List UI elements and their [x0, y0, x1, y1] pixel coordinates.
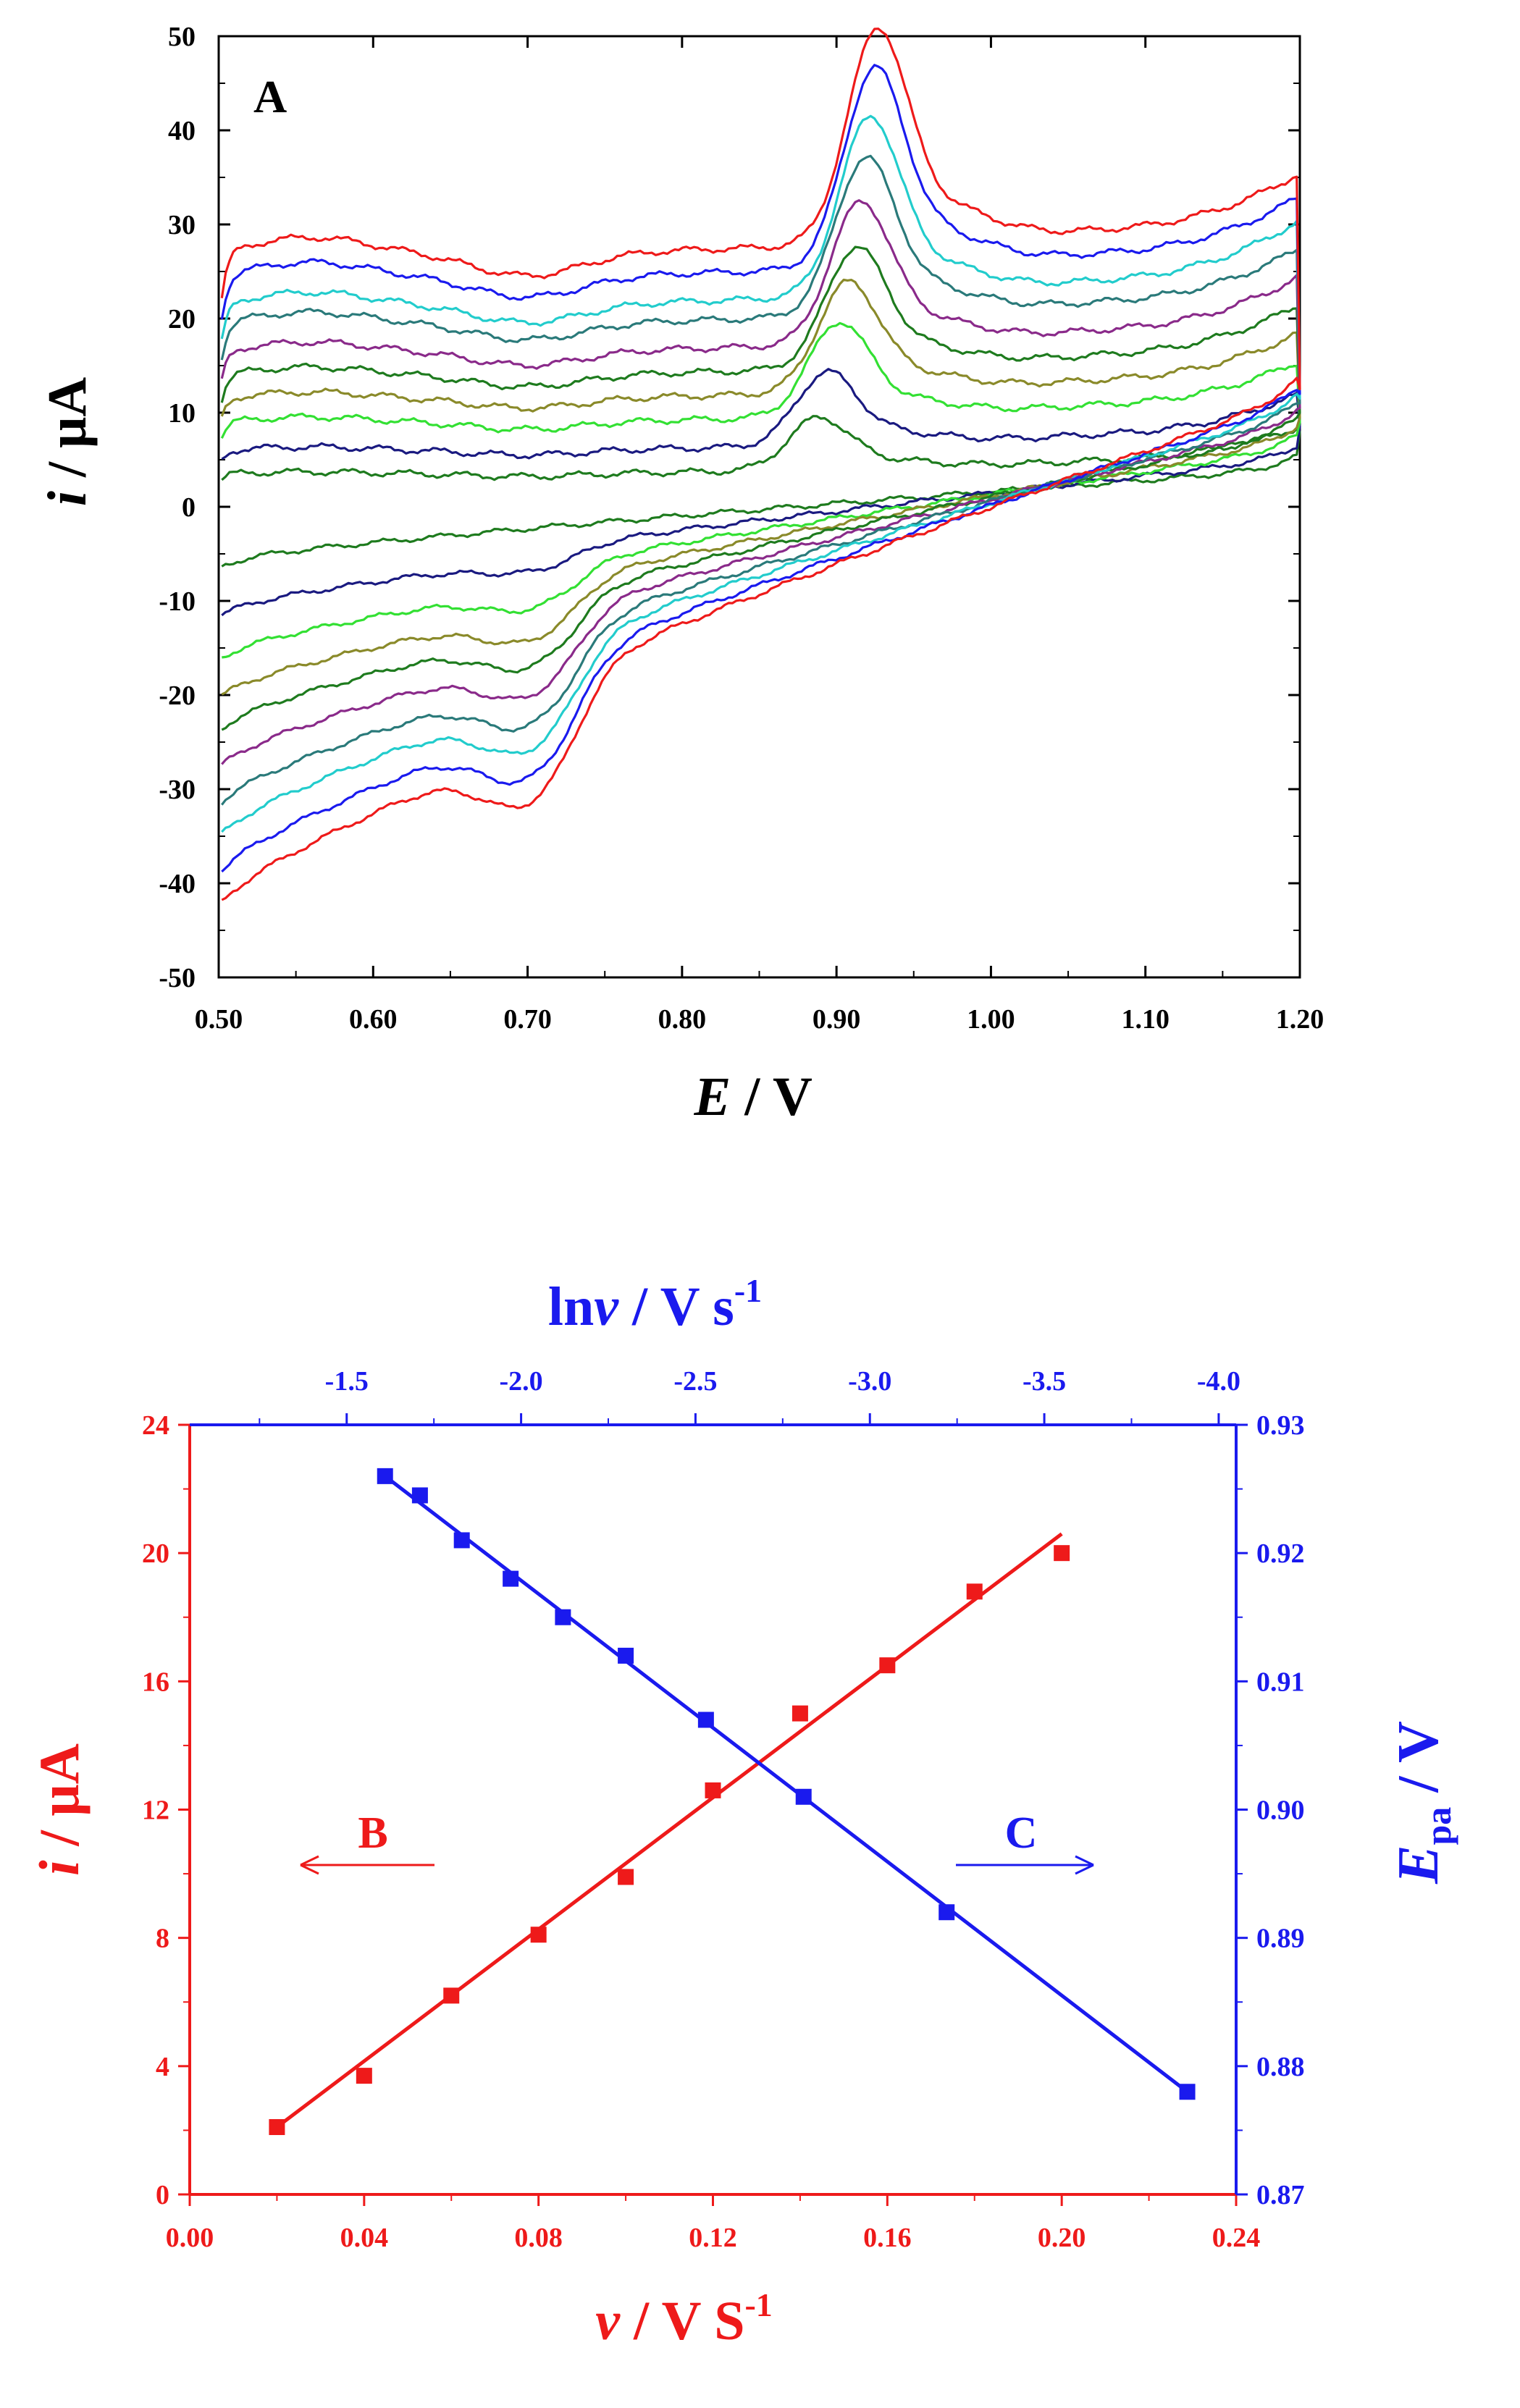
- data-point-c: [939, 1904, 955, 1921]
- x-tick-label-b: 0.20: [1038, 2223, 1086, 2253]
- y-axis-label-a: i / μA: [37, 377, 98, 506]
- y-tick-label-c: 0.92: [1256, 1538, 1305, 1569]
- x-axis-label-a: E / V: [694, 1066, 813, 1127]
- y-tick-label-b: 16: [142, 1667, 169, 1697]
- data-point-b: [1054, 1545, 1070, 1562]
- x-axis-label-c: lnv / V s-1: [548, 1272, 762, 1337]
- x-tick-label-c: -4.0: [1197, 1366, 1240, 1397]
- cv-curve-3: [220, 321, 1301, 659]
- data-point-b: [879, 1657, 896, 1674]
- x-tick-label-b: 0.24: [1212, 2223, 1261, 2253]
- y-tick-label-c: 0.88: [1256, 2052, 1305, 2082]
- y-tick-label-a: -50: [159, 963, 196, 993]
- y-tick-label-a: -10: [159, 586, 196, 617]
- y-axis-label-b: i / μA: [28, 1743, 91, 1876]
- y-tick-label-a: 10: [168, 398, 196, 429]
- data-point-c: [503, 1570, 519, 1587]
- y-tick-label-b: 0: [156, 2180, 169, 2210]
- y-tick-label-b: 24: [142, 1410, 169, 1441]
- cv-curve-7: [220, 154, 1301, 806]
- panel-label-b: B: [358, 1809, 387, 1858]
- data-point-b: [705, 1782, 721, 1798]
- data-point-b: [443, 1987, 460, 2004]
- cv-curve-9: [220, 64, 1301, 873]
- data-point-b: [618, 1869, 634, 1885]
- data-point-b: [530, 1927, 547, 1943]
- panel-label-c: C: [1005, 1809, 1038, 1858]
- x-tick-label-c: -2.5: [673, 1366, 717, 1397]
- cv-curve-8: [220, 114, 1301, 833]
- data-point-c: [555, 1609, 571, 1625]
- x-tick-label-c: -3.0: [848, 1366, 891, 1397]
- y-tick-label-c: 0.91: [1256, 1667, 1305, 1697]
- y-tick-label-a: -40: [159, 869, 196, 899]
- x-tick-label-a: 0.60: [349, 1004, 398, 1035]
- y-tick-label-b: 12: [142, 1796, 169, 1826]
- x-tick-label-a: 1.20: [1276, 1004, 1324, 1035]
- data-point-c: [411, 1487, 428, 1504]
- cv-curve-4: [220, 278, 1301, 696]
- data-point-b: [269, 2118, 285, 2135]
- x-tick-label-a: 0.70: [503, 1004, 552, 1035]
- data-point-b: [356, 2068, 372, 2084]
- x-tick-label-c: -1.5: [325, 1366, 369, 1397]
- x-axis-label-b: v / V S-1: [595, 2286, 773, 2352]
- panel-bc-scatter-plots: 0.00 0.04 0.08 0.12 0.16 0.20 0.24 0 4 8 12 16 20 24 -…: [28, 1272, 1458, 2352]
- data-point-c: [1179, 2084, 1196, 2100]
- x-tick-label-b: 0.00: [166, 2223, 214, 2253]
- cv-curve-6: [220, 199, 1301, 765]
- x-tick-label-b: 0.04: [340, 2223, 389, 2253]
- cv-curve-1: [221, 415, 1301, 568]
- y-tick-label-a: 0: [182, 492, 196, 523]
- data-point-c: [618, 1647, 634, 1664]
- y-tick-label-b: 8: [156, 1924, 169, 1954]
- x-tick-label-a: 1.10: [1121, 1004, 1170, 1035]
- panel-a-cyclic-voltammograms: 0.50 0.60 0.70 0.80 0.90 1.00 1.10 1.20 -50 -40 -3…: [37, 22, 1324, 1127]
- y-tick-label-a: 20: [168, 304, 196, 334]
- y-tick-label-c: 0.90: [1256, 1796, 1305, 1826]
- y-tick-label-c: 0.87: [1256, 2180, 1305, 2210]
- data-point-b: [966, 1583, 983, 1600]
- y-tick-label-a: -30: [159, 775, 196, 805]
- data-point-b: [792, 1705, 808, 1722]
- data-point-c: [453, 1532, 470, 1549]
- data-point-c: [795, 1788, 812, 1805]
- data-point-c: [697, 1712, 714, 1728]
- y-axis-label-c: Epa / V: [1387, 1721, 1458, 1885]
- fit-line-b: [275, 1532, 1063, 2129]
- y-tick-label-a: 30: [168, 210, 196, 240]
- x-tick-label-a: 1.00: [967, 1004, 1015, 1035]
- y-tick-label-c: 0.93: [1256, 1410, 1305, 1441]
- x-tick-label-a: 0.80: [658, 1004, 707, 1035]
- cv-curve-10: [220, 28, 1301, 901]
- arrow-c-head: [1075, 1855, 1094, 1875]
- data-point-c: [377, 1468, 393, 1484]
- y-tick-label-a: 40: [168, 116, 196, 146]
- y-tick-label-a: 50: [168, 22, 196, 52]
- fit-line-c: [384, 1474, 1189, 2094]
- x-tick-label-b: 0.16: [863, 2223, 912, 2253]
- x-tick-label-a: 0.50: [195, 1004, 243, 1035]
- y-tick-label-b: 4: [156, 2052, 169, 2082]
- panel-label-a: A: [253, 71, 287, 122]
- x-tick-label-b: 0.08: [514, 2223, 563, 2253]
- y-tick-label-c: 0.89: [1256, 1924, 1305, 1954]
- arrow-b-head: [300, 1855, 319, 1875]
- cv-curve-2: [221, 368, 1301, 617]
- plot-frame-a: [217, 35, 1301, 979]
- x-tick-label-c: -2.0: [500, 1366, 543, 1397]
- y-tick-label-b: 20: [142, 1538, 169, 1569]
- x-tick-label-c: -3.5: [1023, 1366, 1066, 1397]
- cv-curve-5: [220, 245, 1301, 731]
- x-tick-label-a: 0.90: [813, 1004, 861, 1035]
- x-tick-label-b: 0.12: [689, 2223, 737, 2253]
- y-tick-label-a: -20: [159, 681, 196, 711]
